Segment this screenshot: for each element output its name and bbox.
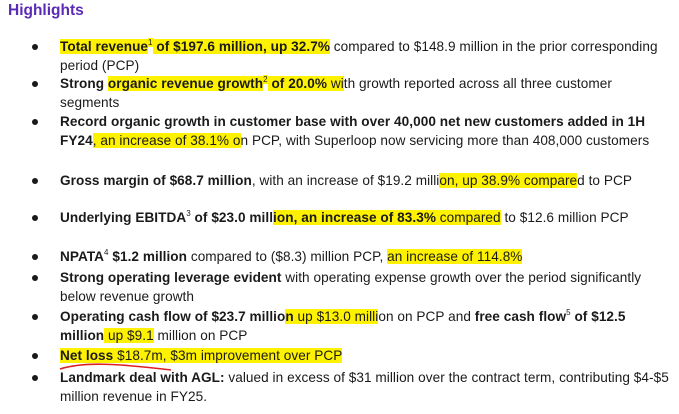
- text-segment: Record organic growth in customer base w…: [60, 114, 646, 148]
- highlight-text: Total revenue1 of $197.6 million, up 32.…: [60, 38, 672, 75]
- text-segment: million on PCP: [153, 327, 248, 343]
- text-segment: compared to ($8.3) million PCP,: [187, 249, 388, 264]
- text-segment: of $12.5 million: [60, 309, 626, 343]
- text-segment: Net loss: [60, 348, 114, 363]
- footnote-marker: 2: [263, 75, 268, 84]
- text-segment: organic revenue growth: [107, 76, 264, 91]
- text-segment: Underlying EBITDA: [60, 210, 187, 225]
- highlight-text: Strong operating leverage evident with o…: [60, 269, 672, 306]
- bullet-dot: [32, 81, 38, 87]
- text-segment: compared: [435, 210, 501, 225]
- text-segment: up $9.1: [104, 327, 154, 343]
- text-segment: up $13.0 milli: [293, 309, 379, 324]
- text-segment: with operating expense growth over the p…: [60, 270, 642, 304]
- text-segment: Gross margin of $68.7 million: [60, 173, 252, 188]
- text-segment: on on PCP and: [378, 309, 475, 324]
- bullet-dot: [32, 178, 38, 184]
- text-segment: of $197.6 million, up 32.7%: [152, 39, 330, 54]
- bullet-dot: [32, 254, 38, 260]
- footnote-marker: 1: [148, 38, 153, 47]
- text-segment: an increase of 114.8%: [387, 249, 523, 264]
- footnote-marker: 3: [186, 209, 191, 218]
- text-segment: th growth reported across all three cust…: [60, 76, 612, 110]
- text-segment: wi: [330, 76, 344, 91]
- highlight-text: Net loss $18.7m, $3m improvement over PC…: [60, 347, 672, 366]
- section-heading: Highlights: [8, 2, 84, 19]
- text-segment: , with an increase of $19.2 milli: [251, 173, 440, 188]
- text-segment: Total revenue: [60, 39, 149, 54]
- bullet-dot: [32, 44, 38, 50]
- text-segment: compared to $148.9 million in the prior …: [60, 39, 658, 73]
- text-segment: d to PCP: [577, 173, 632, 188]
- text-segment: ion, an increase of 83.3%: [273, 210, 436, 225]
- footnote-marker: 5: [566, 308, 571, 317]
- bullet-dot: [32, 314, 38, 320]
- text-segment: Strong: [60, 76, 108, 91]
- text-segment: n: [285, 309, 294, 324]
- text-segment: $18.7m, $3m improvement over PCP: [113, 348, 343, 363]
- bullet-dot: [32, 375, 38, 381]
- text-segment: n PCP, with Superloop now servicing more…: [240, 132, 650, 148]
- highlight-text: NPATA4 $1.2 million compared to ($8.3) m…: [60, 248, 672, 267]
- bullet-dot: [32, 353, 38, 359]
- text-segment: $1.2 million: [108, 249, 188, 264]
- text-segment: of $23.0 mill: [190, 210, 274, 225]
- footnote-marker: 4: [104, 248, 109, 257]
- text-segment: Landmark deal with AGL:: [60, 370, 225, 385]
- highlight-text: Underlying EBITDA3 of $23.0 million, an …: [60, 209, 672, 228]
- bullet-dot: [32, 215, 38, 221]
- highlight-text: Landmark deal with AGL: valued in excess…: [60, 369, 672, 406]
- text-segment: Strong operating leverage evident: [60, 270, 282, 285]
- text-segment: on, up 38.9% compare: [439, 173, 578, 188]
- text-segment: valued in excess of $31 million over the…: [60, 370, 669, 404]
- highlight-text: Record organic growth in customer base w…: [60, 113, 672, 150]
- highlight-text: Strong organic revenue growth2 of 20.0% …: [60, 75, 672, 112]
- text-segment: to $12.6 million PCP: [500, 210, 629, 225]
- bullet-dot: [32, 275, 38, 281]
- text-segment: , an increase of 38.1% o: [92, 132, 241, 148]
- highlight-text: Gross margin of $68.7 million, with an i…: [60, 172, 672, 191]
- red-underline-annotation: [59, 363, 172, 371]
- highlight-text: Operating cash flow of $23.7 million up …: [60, 308, 672, 345]
- text-segment: Operating cash flow of $23.7 millio: [60, 309, 286, 324]
- bullet-dot: [32, 119, 38, 125]
- text-segment: free cash flow: [474, 309, 567, 324]
- text-segment: NPATA: [60, 249, 105, 264]
- text-segment: of 20.0%: [267, 76, 331, 91]
